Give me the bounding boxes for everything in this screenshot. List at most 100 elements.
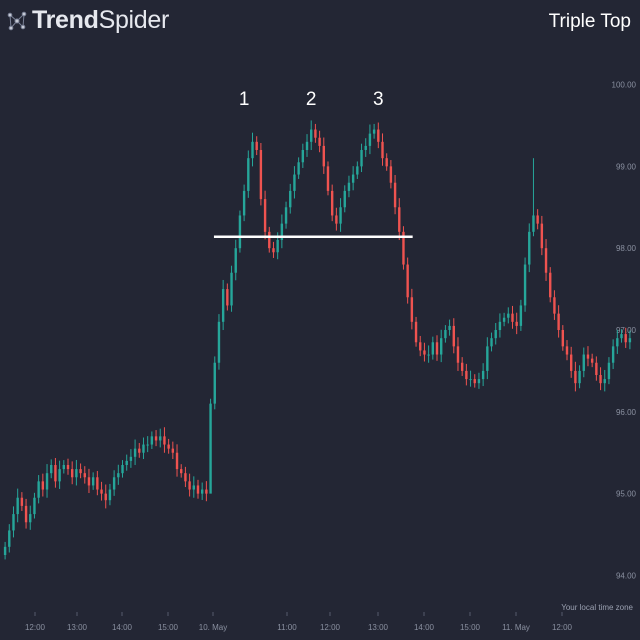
- candle-body: [276, 240, 279, 253]
- candle-body: [326, 166, 330, 191]
- candle-body: [603, 379, 606, 384]
- candle-body: [117, 473, 120, 478]
- candle-body: [473, 379, 476, 384]
- candle-body: [452, 325, 455, 347]
- candle-body: [75, 469, 78, 478]
- candle-body: [318, 137, 321, 146]
- candle-body: [289, 190, 292, 208]
- candle-body: [314, 129, 317, 138]
- candle-body: [96, 477, 99, 490]
- candle-body: [335, 215, 338, 224]
- candle-body: [540, 223, 544, 249]
- candle-body: [616, 338, 619, 347]
- x-tick-label: 12:00: [25, 623, 46, 632]
- candle-body: [477, 379, 481, 384]
- candle-body: [79, 469, 82, 474]
- candle-body: [150, 436, 154, 445]
- candle-body: [58, 469, 61, 482]
- candle-body: [486, 346, 489, 371]
- candle-body: [423, 350, 426, 355]
- x-tick-label: 15:00: [460, 623, 481, 632]
- candle-body: [460, 362, 464, 371]
- candle-body: [351, 174, 355, 183]
- candle-body: [209, 403, 212, 494]
- candle-body: [611, 346, 615, 363]
- candle-body: [624, 334, 627, 343]
- candle-body: [595, 362, 598, 375]
- candle-body: [45, 473, 49, 490]
- candle-body: [159, 436, 162, 441]
- candle-body: [293, 174, 296, 191]
- candle-body: [259, 150, 263, 200]
- x-tick-label: 11:00: [277, 623, 297, 632]
- candle-body: [83, 473, 86, 478]
- candle-body: [70, 469, 74, 478]
- y-tick-label: 97.00: [616, 326, 637, 335]
- candle-body: [192, 485, 195, 490]
- candle-body: [310, 129, 313, 142]
- chart-title: Triple Top: [548, 11, 631, 32]
- y-axis: 94.00 95.00 96.00 97.00 98.00 99.00 100.00: [612, 81, 637, 581]
- candle-body: [372, 129, 376, 134]
- candle-body: [628, 338, 632, 343]
- candle-body: [121, 465, 124, 474]
- x-tick-label: 12:00: [320, 623, 341, 632]
- candle-body: [175, 452, 179, 470]
- candle-body: [280, 223, 284, 240]
- candle-body: [167, 444, 170, 449]
- candle-body: [557, 313, 560, 330]
- candle-body: [549, 272, 552, 298]
- candle-body: [414, 321, 418, 343]
- candle-body: [544, 248, 548, 273]
- brand-name: TrendSpider: [32, 6, 170, 34]
- candle-body: [590, 358, 594, 363]
- candle-body: [91, 477, 95, 486]
- candle-body: [431, 342, 435, 355]
- candle-body: [54, 465, 57, 482]
- candle-body: [213, 362, 216, 404]
- x-tick-label: 13:00: [368, 623, 389, 632]
- candle-body: [364, 145, 367, 150]
- candle-body: [108, 489, 112, 501]
- candle-body: [620, 334, 623, 339]
- candle-body: [100, 489, 103, 494]
- x-tick-label: 15:00: [158, 623, 179, 632]
- candle-body: [406, 264, 409, 298]
- candle-body: [263, 199, 267, 232]
- peak-label: 3: [373, 89, 384, 110]
- candle-body: [381, 141, 384, 159]
- candle-body: [188, 481, 191, 490]
- candle-body: [255, 141, 258, 150]
- candle-body: [138, 448, 141, 453]
- candle-body: [343, 190, 346, 208]
- x-tick-label: 14:00: [112, 623, 133, 632]
- x-tick-label: 14:00: [414, 623, 435, 632]
- candle-body: [360, 150, 363, 167]
- candle-body: [133, 448, 137, 457]
- annotations: 1 2 3: [213, 89, 413, 238]
- candle-body: [502, 317, 506, 322]
- y-tick-label: 100.00: [612, 81, 637, 90]
- candle-body: [330, 190, 334, 216]
- candle-body: [490, 338, 493, 347]
- candle-body: [230, 272, 233, 306]
- candle-body: [578, 370, 581, 384]
- candle-body: [599, 375, 602, 384]
- candle-body: [146, 444, 149, 446]
- y-tick-label: 94.00: [616, 571, 637, 580]
- x-axis: 12:00 13:00 14:00 15:00 10. May 11:00 12:00 13:…: [25, 612, 573, 632]
- y-tick-label: 98.00: [616, 244, 637, 253]
- candle-body: [238, 215, 242, 249]
- candle-body: [444, 330, 447, 339]
- candle-body: [511, 313, 514, 322]
- candle-body: [507, 313, 510, 318]
- candle-body: [440, 338, 443, 355]
- x-tick-label: 11. May: [502, 623, 530, 632]
- candle-body: [196, 485, 200, 494]
- x-tick-label: 10. May: [199, 623, 227, 632]
- candle-body: [498, 321, 502, 330]
- candle-body: [528, 231, 531, 265]
- candle-body: [163, 436, 166, 445]
- candle-body: [20, 497, 24, 506]
